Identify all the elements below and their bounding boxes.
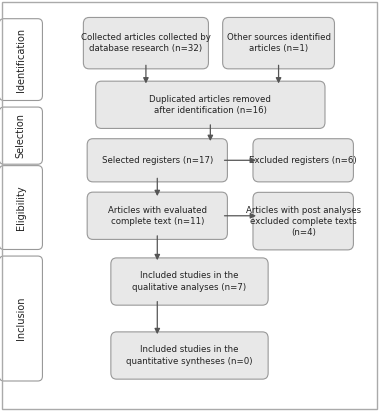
Text: Eligibility: Eligibility: [16, 185, 26, 230]
FancyBboxPatch shape: [0, 107, 42, 164]
Text: Included studies in the
quantitative syntheses (n=0): Included studies in the quantitative syn…: [126, 346, 253, 365]
Text: Included studies in the
qualitative analyses (n=7): Included studies in the qualitative anal…: [132, 272, 247, 291]
FancyBboxPatch shape: [96, 81, 325, 128]
Text: Other sources identified
articles (n=1): Other sources identified articles (n=1): [227, 33, 330, 53]
Text: Selection: Selection: [16, 113, 26, 158]
Text: Excluded registers (n=6): Excluded registers (n=6): [249, 156, 357, 165]
FancyBboxPatch shape: [111, 332, 268, 379]
FancyBboxPatch shape: [253, 192, 353, 250]
FancyBboxPatch shape: [83, 17, 208, 69]
FancyBboxPatch shape: [87, 139, 227, 182]
Text: Selected registers (n=17): Selected registers (n=17): [102, 156, 213, 165]
FancyBboxPatch shape: [111, 258, 268, 305]
FancyBboxPatch shape: [253, 139, 353, 182]
FancyBboxPatch shape: [87, 192, 227, 239]
Text: Inclusion: Inclusion: [16, 297, 26, 340]
Text: Collected articles collected by
database research (n=32): Collected articles collected by database…: [81, 33, 211, 53]
FancyBboxPatch shape: [0, 256, 42, 381]
FancyBboxPatch shape: [222, 17, 335, 69]
Text: Duplicated articles removed
after identification (n=16): Duplicated articles removed after identi…: [149, 95, 271, 115]
FancyBboxPatch shape: [0, 19, 42, 101]
Text: Articles with post analyses
excluded complete texts
(n=4): Articles with post analyses excluded com…: [246, 206, 361, 237]
FancyBboxPatch shape: [0, 166, 42, 249]
Text: Articles with evaluated
complete text (n=11): Articles with evaluated complete text (n…: [108, 206, 207, 226]
Text: Identification: Identification: [16, 28, 26, 92]
